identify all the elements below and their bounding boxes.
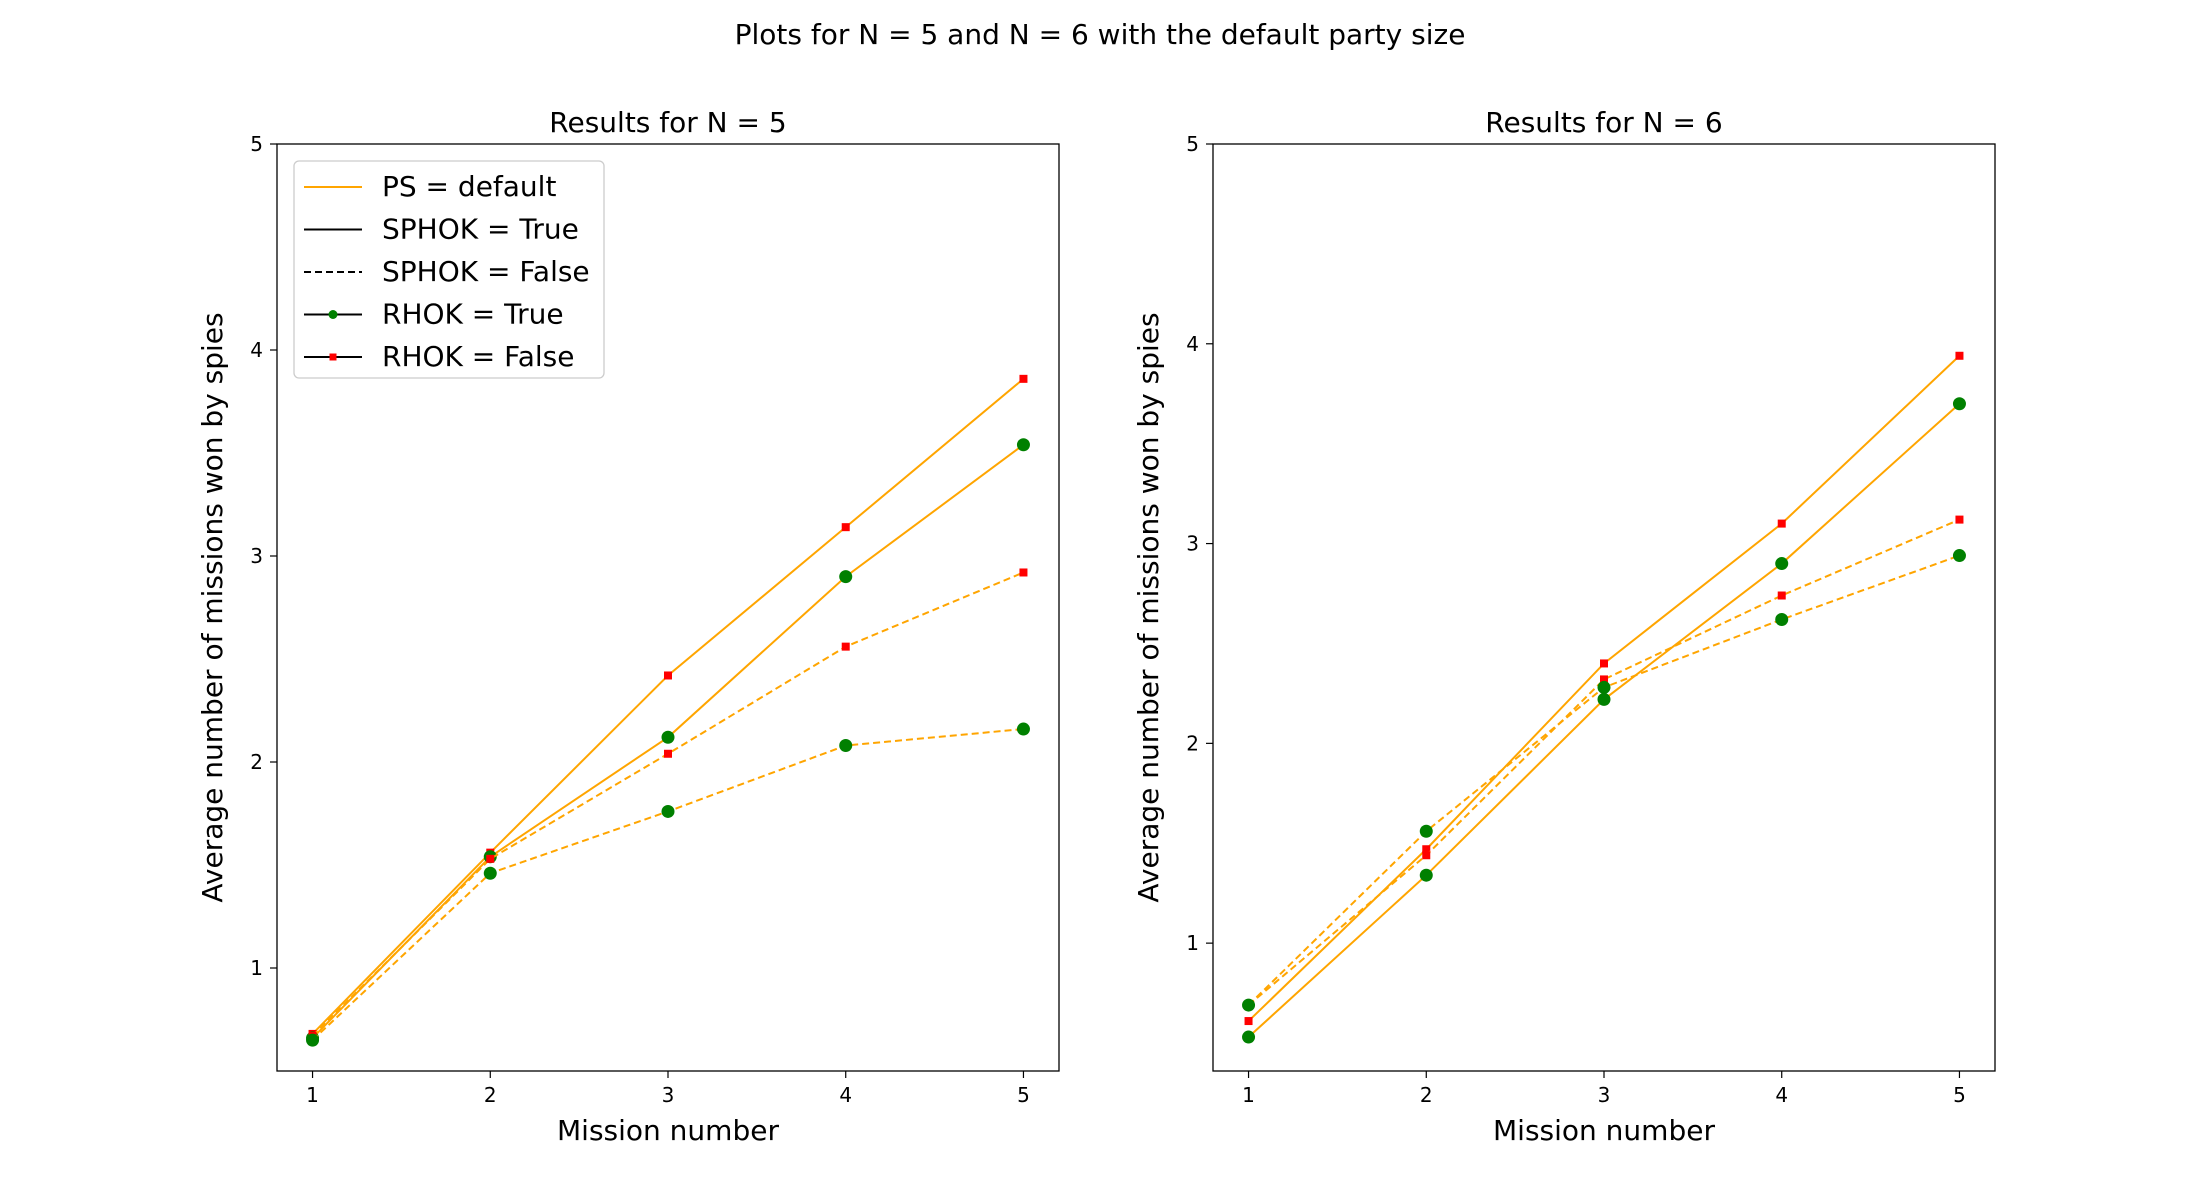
chart-title: Results for N = 5 — [549, 106, 786, 139]
point-marker — [839, 570, 853, 584]
y-tick-label: 3 — [250, 544, 263, 568]
legend-box — [293, 160, 605, 379]
point-marker — [661, 804, 675, 818]
y-tick-label: 2 — [1186, 731, 1199, 755]
chart-title: Results for N = 6 — [1485, 106, 1722, 139]
y-tick-label: 1 — [250, 956, 263, 980]
point-marker — [1244, 1017, 1253, 1026]
point-marker — [841, 642, 850, 651]
point-marker — [483, 866, 497, 880]
point-marker — [839, 739, 853, 753]
axes-frame — [1212, 143, 1996, 1072]
legend: PS = default SPHOK = True SPHOK = False RHO… — [293, 160, 605, 379]
point-marker — [1955, 515, 1964, 524]
x-tick-label: 3 — [662, 1083, 675, 1107]
point-marker — [486, 854, 495, 863]
y-tick-label: 5 — [250, 132, 263, 156]
point-marker — [306, 1033, 320, 1047]
series-3 — [308, 568, 1028, 1040]
series-line — [1247, 554, 1960, 1006]
point-marker — [1242, 1030, 1256, 1044]
x-axis-label: Mission number — [557, 1114, 779, 1147]
legend-marker — [328, 310, 338, 319]
point-marker — [1016, 438, 1030, 452]
series-3 — [1244, 515, 1964, 1010]
point-marker — [1422, 845, 1431, 854]
chart-1: Results for N = 5 1 2 3 4 5 1 2 3 4 5 Mission numbe… — [196, 106, 1060, 1147]
x-tick-label: 1 — [306, 1083, 319, 1107]
series-1 — [1244, 351, 1964, 1026]
point-marker — [1600, 675, 1608, 684]
point-marker — [664, 671, 672, 680]
x-tick-label: 3 — [1598, 1083, 1611, 1107]
x-tick-label: 2 — [1420, 1083, 1433, 1107]
legend-label: SPHOK = True — [382, 213, 579, 246]
legend-label: RHOK = True — [382, 298, 564, 331]
point-marker — [1775, 612, 1789, 626]
series-line — [311, 571, 1024, 1037]
y-tick-label: 4 — [1186, 332, 1199, 356]
point-marker — [841, 523, 850, 532]
point-marker — [1019, 568, 1028, 577]
point-marker — [1419, 824, 1433, 838]
point-marker — [1016, 722, 1030, 736]
series-4 — [306, 722, 1030, 1047]
chart-2: Results for N = 6 1 2 3 4 5 1 2 3 4 5 Mission numbe… — [1132, 106, 1996, 1147]
point-marker — [1955, 351, 1964, 360]
y-tick-label: 5 — [1186, 132, 1199, 156]
series-2 — [1242, 397, 1966, 1044]
x-tick-label: 2 — [484, 1083, 497, 1107]
point-marker — [1419, 868, 1433, 882]
point-marker — [1597, 680, 1611, 694]
point-marker — [1777, 591, 1786, 600]
point-marker — [1242, 998, 1256, 1012]
series-line — [1247, 518, 1960, 1006]
y-tick-label: 1 — [1186, 931, 1199, 955]
point-marker — [1952, 397, 1966, 411]
y-tick-label: 4 — [250, 338, 263, 362]
point-marker — [664, 749, 672, 758]
series-2 — [306, 438, 1030, 1045]
x-tick-label: 5 — [1953, 1083, 1966, 1107]
point-marker — [1600, 659, 1608, 668]
series-line — [311, 728, 1024, 1041]
point-marker — [1019, 374, 1028, 383]
point-marker — [1597, 692, 1611, 706]
x-tick-label: 1 — [1242, 1083, 1255, 1107]
series-line — [1247, 402, 1961, 1038]
figure-title: Plots for N = 5 and N = 6 with the defau… — [734, 18, 1466, 51]
legend-label: RHOK = False — [382, 340, 574, 373]
y-tick-label: 2 — [250, 750, 263, 774]
x-axis-label: Mission number — [1493, 1114, 1715, 1147]
x-tick-label: 4 — [839, 1083, 852, 1107]
series-1 — [308, 374, 1028, 1038]
legend-label: SPHOK = False — [382, 255, 590, 288]
y-axis-label: Average number of missions won by spies — [196, 312, 229, 902]
point-marker — [1952, 549, 1966, 563]
legend-label: PS = default — [382, 170, 556, 203]
point-marker — [1775, 557, 1789, 571]
point-marker — [661, 730, 675, 744]
series-line — [311, 378, 1025, 1035]
x-tick-label: 5 — [1017, 1083, 1030, 1107]
legend-marker — [329, 353, 337, 361]
series-4 — [1242, 549, 1966, 1012]
point-marker — [1422, 851, 1431, 860]
point-marker — [1777, 519, 1786, 528]
y-axis-label: Average number of missions won by spies — [1132, 312, 1165, 902]
y-tick-label: 3 — [1186, 532, 1199, 556]
x-tick-label: 4 — [1775, 1083, 1788, 1107]
